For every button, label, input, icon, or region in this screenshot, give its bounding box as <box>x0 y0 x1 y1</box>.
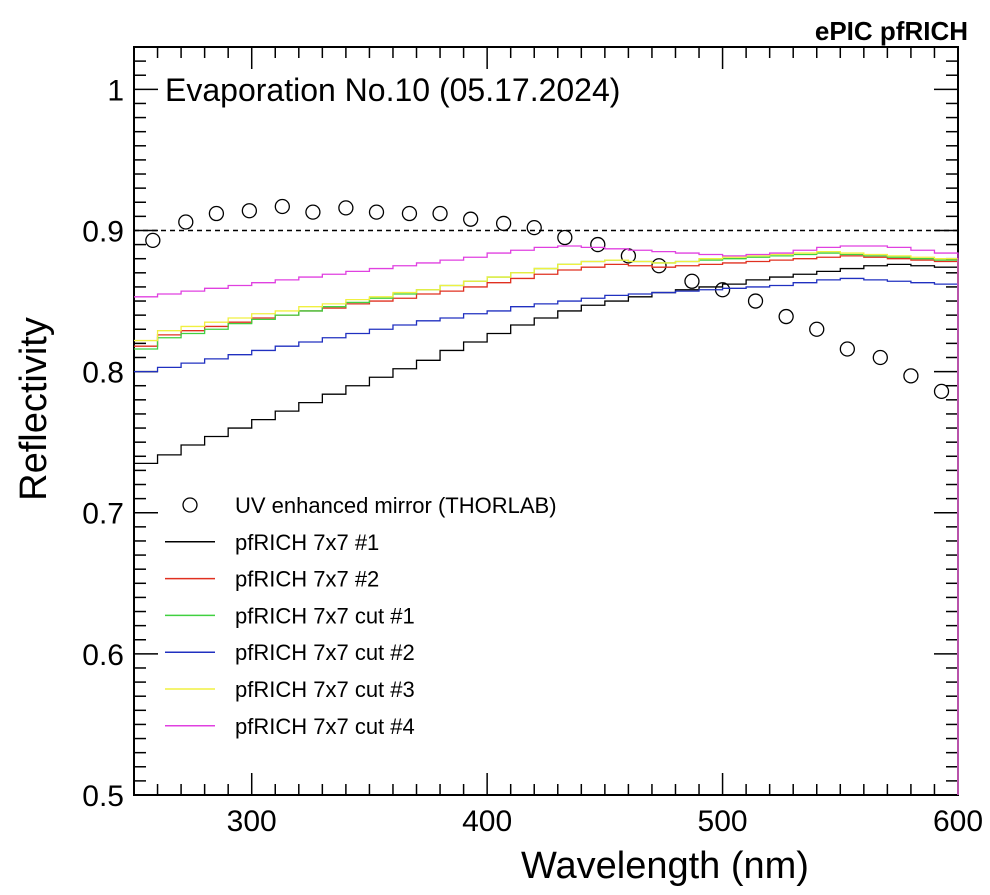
data-point <box>368 204 385 220</box>
legend-marker <box>182 497 198 513</box>
legend-label: pfRICH 7x7 cut #2 <box>235 640 415 665</box>
data-point <box>903 368 919 384</box>
data-point <box>651 258 667 274</box>
legend-label: pfRICH 7x7 #1 <box>235 530 379 555</box>
y-tick-label: 0.8 <box>82 357 124 390</box>
legend-label: UV enhanced mirror (THORLAB) <box>235 493 557 518</box>
data-point <box>590 236 606 253</box>
data-point <box>178 214 194 230</box>
data-point <box>463 211 479 227</box>
data-point <box>839 341 855 357</box>
y-tick-label: 0.6 <box>82 639 124 672</box>
legend-label: pfRICH 7x7 cut #4 <box>235 714 415 739</box>
data-point <box>933 383 950 400</box>
x-tick-label: 600 <box>933 805 983 838</box>
series-line-4 <box>134 277 959 795</box>
data-point <box>495 215 512 232</box>
data-point <box>872 349 888 366</box>
data-point <box>809 321 825 337</box>
data-point <box>305 204 321 220</box>
data-point <box>684 273 700 289</box>
legend-label: pfRICH 7x7 cut #3 <box>235 677 415 702</box>
data-point <box>208 205 225 222</box>
y-tick-label: 0.7 <box>82 498 124 531</box>
y-tick-label: 1 <box>107 74 124 107</box>
data-point <box>526 219 542 236</box>
legend-label: pfRICH 7x7 cut #1 <box>235 603 415 628</box>
legend: UV enhanced mirror (THORLAB) pfRICH 7x7 #… <box>165 493 557 739</box>
data-point <box>145 232 161 249</box>
data-point <box>778 308 794 325</box>
series-line-1 <box>134 263 959 795</box>
data-point <box>274 198 290 215</box>
data-point <box>747 293 764 309</box>
series-line-6 <box>134 245 959 795</box>
y-axis-title: Reflectivity <box>13 317 55 501</box>
x-tick-label: 400 <box>462 805 512 838</box>
data-point <box>241 203 258 219</box>
x-axis-title: Wavelength (nm) <box>521 845 809 887</box>
data-point <box>338 200 354 216</box>
chart-annotation: Evaporation No.10 (05.17.2024) <box>165 72 620 108</box>
x-tick-label: 500 <box>698 805 748 838</box>
data-point <box>557 229 573 246</box>
experiment-label: ePIC pfRICH <box>815 16 968 46</box>
x-tick-label: 300 <box>227 805 277 838</box>
legend-label: pfRICH 7x7 #2 <box>235 567 379 592</box>
data-point <box>401 205 418 222</box>
data-point <box>432 205 448 222</box>
series-line-5 <box>134 250 959 795</box>
plot-area: 300 400 500 600 0.5 0.6 0.7 0.8 0.9 1 <box>82 46 983 838</box>
y-tick-label: 0.9 <box>82 215 124 248</box>
y-tick-label: 0.5 <box>82 780 124 813</box>
